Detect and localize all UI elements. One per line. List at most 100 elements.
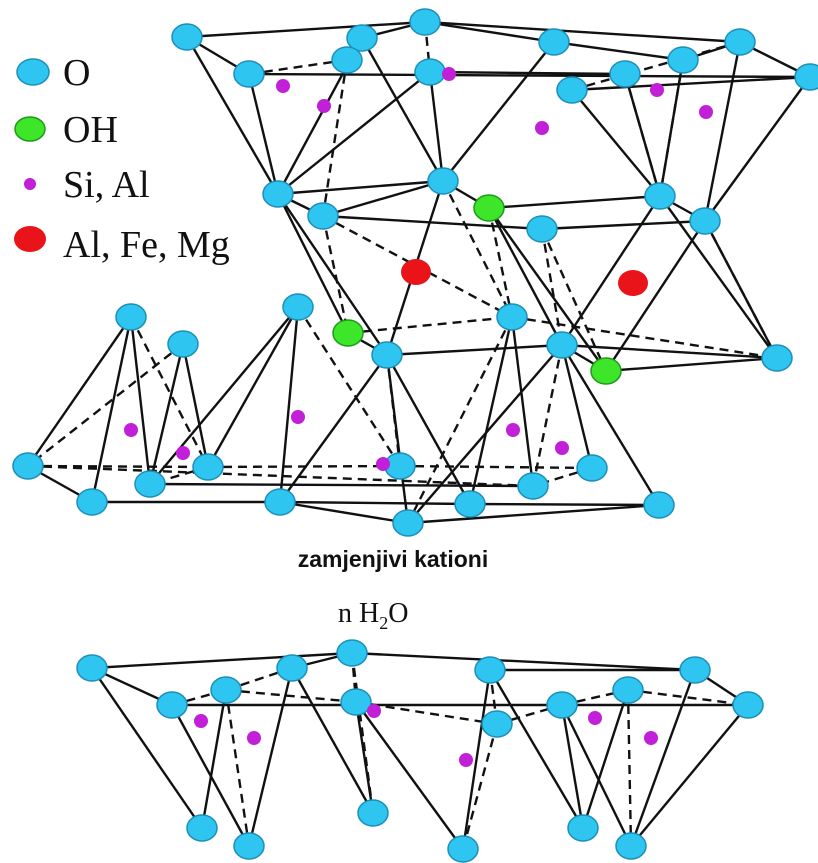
hydroxyl-atom [590, 357, 622, 385]
bond-line [553, 40, 684, 62]
oxygen-atom [732, 691, 764, 719]
bond-line [560, 195, 662, 346]
oxygen-atom [612, 676, 644, 704]
oxygen-atom [233, 832, 265, 860]
oxygen-atom [192, 453, 224, 481]
bond-line [148, 343, 185, 485]
legend-o-marker [16, 58, 50, 86]
bond-line [322, 214, 543, 231]
oxygen-atom [276, 654, 308, 682]
bond-line [385, 354, 472, 505]
si-al-atom [124, 423, 138, 437]
bond-line [386, 343, 563, 357]
bond-line [181, 343, 210, 468]
oxygen-atom [546, 691, 578, 719]
oxygen-atom [794, 63, 818, 91]
oxygen-atom [414, 58, 446, 86]
bond-line-dashed [399, 464, 593, 470]
water-label: n H2O [338, 598, 408, 633]
legend-o-label: O [63, 52, 90, 94]
oxygen-atom [186, 814, 218, 842]
bond-line-dashed [129, 316, 210, 468]
bond-line-dashed [627, 688, 749, 707]
bond-line [385, 354, 410, 524]
bond-line-dashed [540, 228, 608, 372]
oxygen-atom [76, 488, 108, 516]
oxygen-atom [171, 23, 203, 51]
bond-line [571, 89, 661, 197]
bond-line [200, 689, 228, 829]
oxygen-atom [346, 24, 378, 52]
oxygen-atom [667, 46, 699, 74]
legend-al-marker [14, 226, 46, 252]
si-al-atom [317, 99, 331, 113]
oxygen-atom [115, 303, 147, 331]
bond-line [429, 70, 626, 76]
bond-line [290, 667, 375, 814]
bond-line-dashed [561, 688, 629, 707]
bond-line-dashed [225, 688, 357, 704]
oxygen-atom [264, 488, 296, 516]
hydroxyl-atom [473, 194, 505, 222]
si-al-atom [588, 711, 602, 725]
bond-line [561, 343, 778, 360]
bond-line [277, 193, 388, 356]
bond-line [322, 179, 444, 218]
bond-line [279, 500, 409, 525]
al-fe-mg-atom [401, 259, 431, 285]
bond-line [247, 667, 294, 847]
oxygen-atom [282, 293, 314, 321]
oxygen-atom [724, 28, 756, 56]
bond-line-dashed [531, 344, 564, 487]
oxygen-atom [481, 710, 513, 738]
bond-line-dashed [296, 306, 402, 467]
bond-line-dashed [248, 58, 348, 76]
oxygen-atom [689, 207, 721, 235]
bond-line-dashed [626, 689, 633, 847]
oxygen-atom [331, 46, 363, 74]
oxygen-atom [427, 167, 459, 195]
bond-line-dashed [27, 343, 184, 467]
si-al-atom [650, 83, 664, 97]
bond-line [461, 669, 492, 850]
bond-line-dashed [461, 723, 499, 850]
bond-line [469, 502, 660, 507]
bond-line-dashed [225, 666, 293, 692]
bond-line-dashed [347, 315, 513, 335]
bond-line [560, 344, 661, 506]
bond-line-dashed [658, 59, 685, 197]
bond-line [630, 704, 749, 847]
bond-line [629, 669, 697, 847]
oxygen-atom [167, 330, 199, 358]
si-al-atom [376, 457, 390, 471]
oxygen-atom [336, 639, 368, 667]
bond-line [186, 20, 426, 39]
oxygen-atom [307, 202, 339, 230]
bond-lines [27, 20, 811, 850]
oxygen-atom [371, 341, 403, 369]
bond-line [407, 503, 660, 525]
bond-line-dashed [321, 59, 349, 217]
bond-line [571, 75, 811, 92]
si-al-atom [194, 714, 208, 728]
si-al-atom [276, 79, 290, 93]
si-al-atom [367, 704, 381, 718]
si-al-atom [459, 753, 473, 767]
bond-line [91, 651, 353, 670]
bond-line-dashed [27, 464, 534, 488]
bond-line [129, 316, 152, 485]
bond-line [424, 20, 555, 44]
si-al-atom [176, 446, 190, 460]
si-al-atom [555, 441, 569, 455]
bond-line-dashed [703, 220, 779, 359]
oxygen-atom [679, 656, 711, 684]
oxygen-atom [76, 654, 108, 682]
caption-box [98, 538, 688, 580]
si-al-atom [644, 731, 658, 745]
bond-line [488, 669, 585, 829]
atoms [12, 8, 818, 863]
si-al-atom [506, 423, 520, 437]
si-al-atom [247, 731, 261, 745]
bond-line-dashed [540, 228, 564, 346]
